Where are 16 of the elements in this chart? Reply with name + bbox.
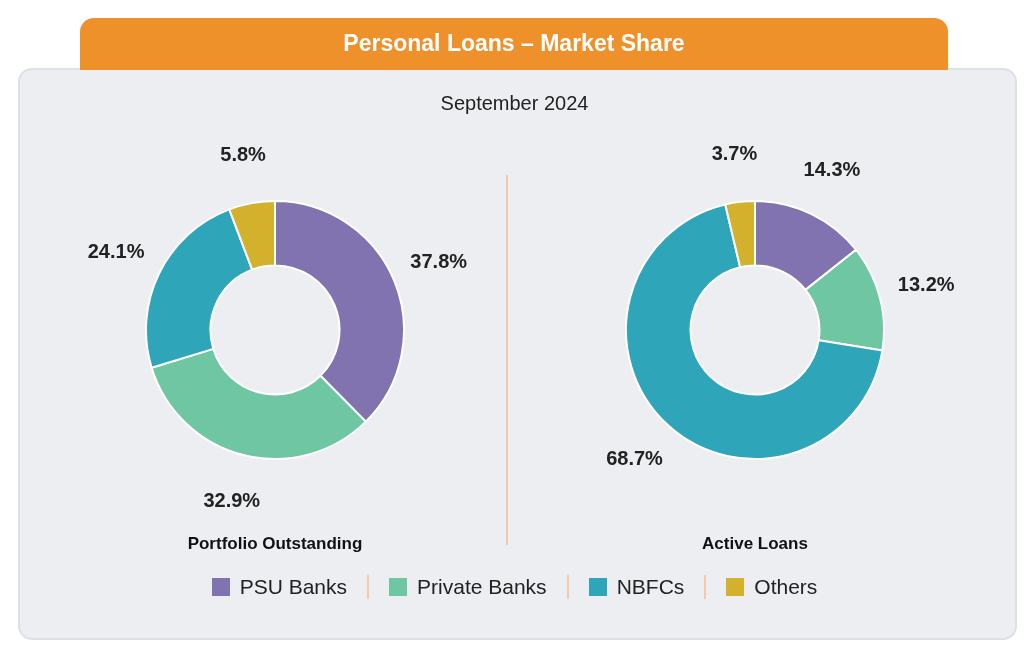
legend-label: NBFCs (616, 575, 685, 599)
data-label: 14.3% (803, 158, 861, 181)
legend-label: Others (754, 575, 818, 599)
legend-label: PSU Banks (239, 575, 348, 599)
legend-label: Private Banks (417, 575, 547, 599)
data-label: 68.7% (606, 447, 664, 470)
data-label: 3.7% (711, 141, 758, 164)
text: Active Loans (701, 534, 809, 554)
text: Personal Loans – Market Share (80, 18, 948, 70)
data-label: 32.9% (203, 489, 261, 512)
data-label: 37.8% (410, 250, 468, 273)
data-label: 5.8% (220, 143, 267, 166)
data-label: 13.2% (897, 272, 955, 295)
text: September 2024 (439, 92, 590, 115)
data-label: 24.1% (87, 239, 145, 262)
text: Portfolio Outstanding (186, 534, 364, 554)
